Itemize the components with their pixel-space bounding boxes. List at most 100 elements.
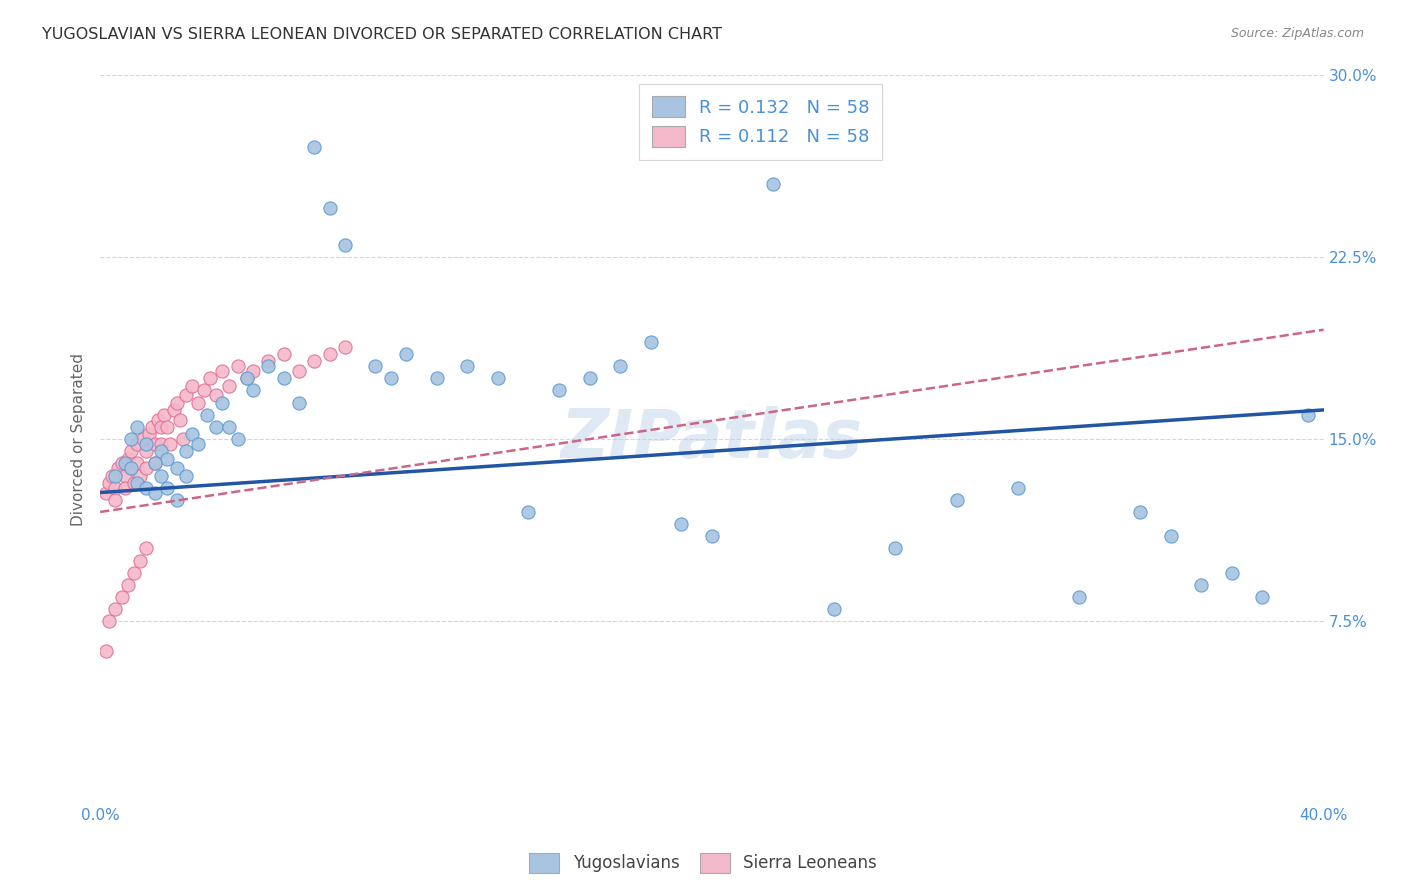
- Point: [318, 201, 340, 215]
- Y-axis label: Divorced or Separated: Divorced or Separated: [72, 352, 86, 525]
- Point: [226, 432, 249, 446]
- Point: [132, 432, 155, 446]
- Point: [1251, 590, 1274, 604]
- Point: [135, 541, 157, 556]
- Point: [218, 420, 240, 434]
- Point: [257, 354, 280, 368]
- Point: [226, 359, 249, 373]
- Point: [156, 451, 179, 466]
- Point: [143, 485, 166, 500]
- Point: [114, 481, 136, 495]
- Point: [125, 456, 148, 470]
- Point: [135, 437, 157, 451]
- Point: [395, 347, 418, 361]
- Point: [101, 468, 124, 483]
- Point: [288, 364, 311, 378]
- Point: [174, 468, 197, 483]
- Text: ZIPatlas: ZIPatlas: [561, 406, 863, 472]
- Point: [333, 237, 356, 252]
- Point: [150, 437, 173, 451]
- Point: [143, 437, 166, 451]
- Point: [172, 432, 194, 446]
- Point: [364, 359, 387, 373]
- Point: [166, 461, 188, 475]
- Point: [156, 420, 179, 434]
- Point: [640, 334, 662, 349]
- Point: [456, 359, 478, 373]
- Point: [517, 505, 540, 519]
- Point: [318, 347, 340, 361]
- Point: [273, 371, 295, 385]
- Point: [193, 384, 215, 398]
- Point: [153, 408, 176, 422]
- Point: [823, 602, 845, 616]
- Point: [141, 420, 163, 434]
- Point: [104, 468, 127, 483]
- Point: [120, 444, 142, 458]
- Point: [762, 177, 785, 191]
- Point: [117, 451, 139, 466]
- Point: [125, 475, 148, 490]
- Point: [125, 420, 148, 434]
- Point: [302, 140, 325, 154]
- Point: [180, 427, 202, 442]
- Point: [1160, 529, 1182, 543]
- Point: [609, 359, 631, 373]
- Point: [236, 371, 259, 385]
- Point: [195, 408, 218, 422]
- Point: [110, 590, 132, 604]
- Point: [242, 384, 264, 398]
- Point: [120, 461, 142, 475]
- Point: [143, 456, 166, 470]
- Point: [143, 456, 166, 470]
- Point: [187, 395, 209, 409]
- Point: [98, 615, 121, 629]
- Point: [578, 371, 600, 385]
- Point: [187, 437, 209, 451]
- Point: [200, 371, 222, 385]
- Point: [150, 420, 173, 434]
- Point: [671, 517, 693, 532]
- Point: [104, 492, 127, 507]
- Point: [236, 371, 259, 385]
- Legend: Yugoslavians, Sierra Leoneans: Yugoslavians, Sierra Leoneans: [523, 847, 883, 880]
- Point: [205, 420, 228, 434]
- Point: [96, 485, 118, 500]
- Point: [128, 553, 150, 567]
- Point: [257, 359, 280, 373]
- Point: [148, 412, 170, 426]
- Point: [159, 437, 181, 451]
- Point: [218, 378, 240, 392]
- Point: [945, 492, 967, 507]
- Point: [98, 475, 121, 490]
- Point: [205, 388, 228, 402]
- Point: [174, 444, 197, 458]
- Point: [166, 492, 188, 507]
- Point: [117, 578, 139, 592]
- Point: [135, 481, 157, 495]
- Point: [1007, 481, 1029, 495]
- Point: [120, 432, 142, 446]
- Point: [135, 461, 157, 475]
- Point: [486, 371, 509, 385]
- Point: [150, 444, 173, 458]
- Point: [1189, 578, 1212, 592]
- Point: [333, 340, 356, 354]
- Point: [1129, 505, 1152, 519]
- Point: [120, 461, 142, 475]
- Point: [1067, 590, 1090, 604]
- Point: [211, 364, 233, 378]
- Point: [114, 468, 136, 483]
- Point: [114, 456, 136, 470]
- Text: YUGOSLAVIAN VS SIERRA LEONEAN DIVORCED OR SEPARATED CORRELATION CHART: YUGOSLAVIAN VS SIERRA LEONEAN DIVORCED O…: [42, 27, 723, 42]
- Point: [166, 395, 188, 409]
- Point: [122, 566, 145, 580]
- Point: [110, 456, 132, 470]
- Point: [273, 347, 295, 361]
- Point: [242, 364, 264, 378]
- Point: [125, 437, 148, 451]
- Point: [104, 602, 127, 616]
- Point: [96, 643, 118, 657]
- Point: [122, 475, 145, 490]
- Point: [548, 384, 571, 398]
